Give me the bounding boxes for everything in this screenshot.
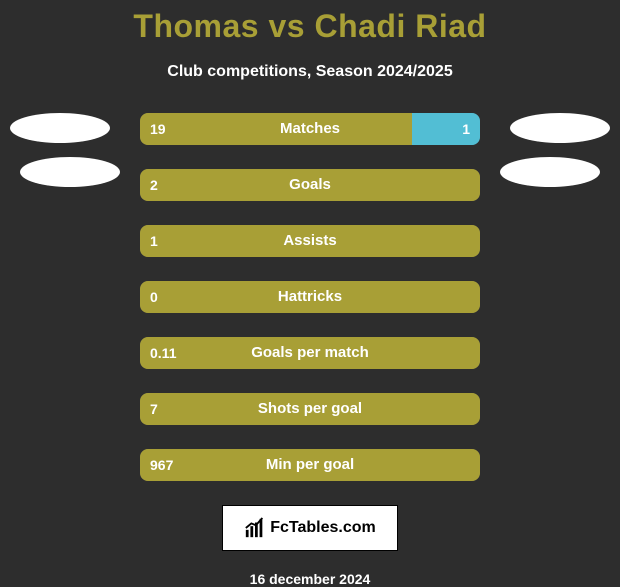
- stat-row: 967Min per goal: [0, 449, 620, 481]
- stat-label: Assists: [140, 225, 480, 257]
- stat-row: 1Assists: [0, 225, 620, 257]
- logo-text: FcTables.com: [270, 519, 376, 537]
- stats-area: 191Matches 2Goals 1Assists 0Hattricks 0.11Go…: [0, 113, 620, 481]
- page-title: Thomas vs Chadi Riad: [0, 0, 620, 45]
- date-text: 16 december 2024: [0, 571, 620, 587]
- page-subtitle: Club competitions, Season 2024/2025: [0, 63, 620, 81]
- stat-row: 0.11Goals per match: [0, 337, 620, 369]
- stat-row: 0Hattricks: [0, 281, 620, 313]
- logo-box[interactable]: FcTables.com: [222, 505, 398, 551]
- stat-label: Goals: [140, 169, 480, 201]
- stat-row: 2Goals: [0, 169, 620, 201]
- stat-row: 7Shots per goal: [0, 393, 620, 425]
- chart-icon: [244, 517, 266, 539]
- stat-label: Min per goal: [140, 449, 480, 481]
- stat-label: Hattricks: [140, 281, 480, 313]
- stat-label: Matches: [140, 113, 480, 145]
- stat-label: Shots per goal: [140, 393, 480, 425]
- stat-row: 191Matches: [0, 113, 620, 145]
- stat-label: Goals per match: [140, 337, 480, 369]
